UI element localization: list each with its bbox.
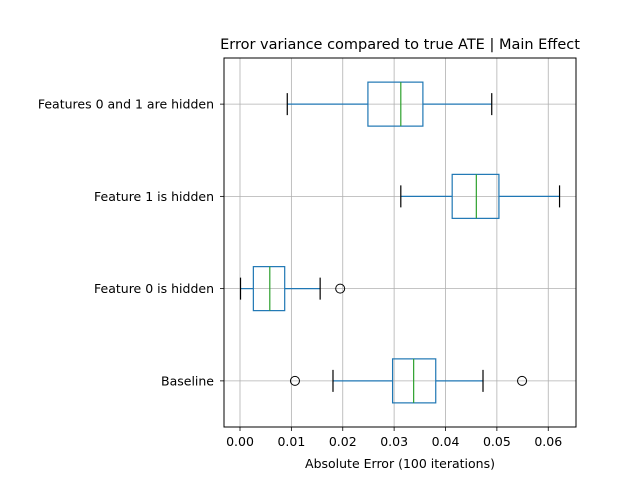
x-tick-label: 0.05 [483, 434, 511, 449]
category-label: Feature 0 is hidden [94, 281, 214, 296]
category-label: Baseline [161, 373, 214, 388]
plot-frame [223, 57, 577, 428]
box-iqr [367, 81, 424, 127]
x-tick-label: 0.04 [432, 434, 460, 449]
box-group [400, 173, 561, 219]
category-label: Features 0 and 1 are hidden [38, 97, 214, 112]
outlier-point [335, 283, 346, 294]
box-group [286, 81, 493, 127]
axes: 0.00 0.01 0.02 0.03 0.04 0.05 0.06 Baseline Feat… [38, 57, 577, 449]
outlier-point [517, 375, 528, 386]
x-tick-label: 0.02 [329, 434, 357, 449]
x-tick-label: 0.06 [534, 434, 562, 449]
x-tick-label: 0.01 [277, 434, 305, 449]
chart-title: Error variance compared to true ATE | Ma… [220, 37, 580, 53]
box-iqr [451, 173, 500, 219]
x-axis-label: Absolute Error (100 iterations) [305, 456, 495, 471]
box-group [289, 358, 528, 404]
boxes [239, 81, 561, 404]
x-tick-label: 0.03 [380, 434, 408, 449]
grid [224, 58, 576, 427]
box-iqr [252, 266, 286, 312]
outlier-point [289, 375, 300, 386]
x-tick-label: 0.00 [226, 434, 254, 449]
category-label: Feature 1 is hidden [94, 189, 214, 204]
box-group [239, 266, 346, 312]
